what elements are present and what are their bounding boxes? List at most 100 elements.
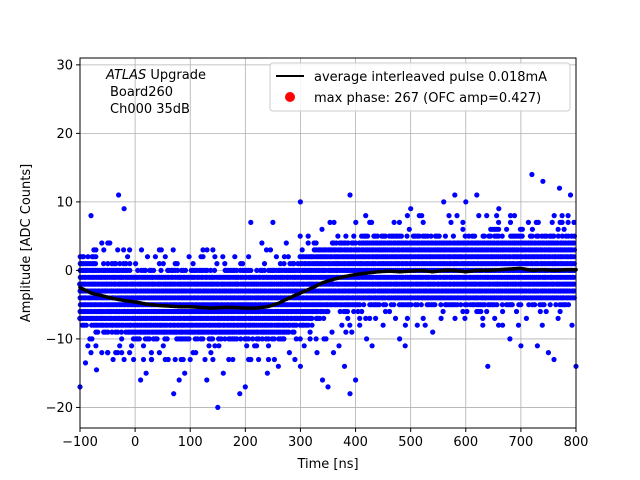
sample-point — [212, 254, 218, 260]
outlier-point — [567, 192, 574, 198]
sample-point — [404, 315, 410, 321]
sample-point — [83, 322, 89, 328]
outlier-point — [485, 363, 491, 369]
sample-point — [529, 233, 535, 239]
sample-point — [214, 261, 220, 267]
outlier-point — [286, 350, 292, 356]
sample-point — [494, 302, 500, 308]
sample-point — [495, 233, 502, 239]
sample-point — [374, 233, 380, 239]
sample-point — [571, 274, 577, 280]
sample-point — [160, 261, 166, 267]
sample-point — [351, 308, 357, 315]
sample-point — [353, 219, 359, 225]
sample-point — [286, 329, 292, 335]
annotation-channel: Ch000 35dB — [110, 102, 190, 117]
sample-point — [211, 267, 218, 273]
sample-point — [263, 247, 270, 253]
sample-point — [432, 302, 438, 308]
sample-point — [398, 233, 404, 239]
sample-point — [367, 315, 373, 321]
sample-point — [462, 315, 468, 321]
sample-point — [218, 336, 224, 342]
sample-point — [357, 302, 363, 308]
x-tick-label: 400 — [343, 435, 368, 450]
sample-point — [254, 267, 260, 273]
sample-point — [297, 336, 303, 342]
sample-point — [335, 233, 341, 239]
sample-point — [345, 315, 351, 321]
sample-point — [460, 308, 466, 315]
outlier-point — [259, 240, 265, 246]
y-tick-label: −10 — [46, 332, 73, 347]
sample-point — [571, 219, 577, 225]
sample-point — [254, 343, 260, 349]
sample-point — [93, 254, 99, 260]
sample-point — [450, 233, 456, 239]
sample-point — [248, 267, 254, 273]
annotation-atlas: ATLAS — [105, 68, 146, 83]
sample-point — [156, 261, 162, 267]
outlier-point — [474, 192, 480, 198]
sample-point — [499, 233, 505, 239]
sample-point — [462, 233, 468, 239]
sample-point — [460, 219, 466, 225]
sample-point — [571, 288, 577, 294]
sample-point — [206, 343, 212, 349]
sample-point — [541, 302, 547, 308]
sample-point — [408, 302, 414, 308]
outlier-point — [292, 356, 298, 363]
sample-point — [357, 315, 363, 321]
outlier-point — [121, 206, 127, 212]
sample-point — [81, 254, 87, 260]
sample-point — [482, 302, 488, 308]
sample-point — [553, 302, 559, 308]
sample-point — [507, 219, 514, 225]
sample-point — [373, 315, 379, 321]
outlier-point — [347, 391, 353, 397]
outlier-point — [297, 199, 303, 205]
outlier-point — [165, 356, 171, 363]
sample-point — [353, 240, 359, 246]
sample-point — [551, 233, 557, 239]
outlier-point — [171, 391, 177, 397]
sample-point — [138, 247, 145, 253]
sample-point — [571, 240, 577, 246]
sample-point — [265, 336, 272, 342]
sample-point — [118, 329, 124, 335]
sample-point — [144, 254, 151, 260]
sample-point — [174, 261, 180, 267]
x-tick-label: 200 — [233, 435, 258, 450]
sample-point — [321, 315, 327, 321]
sample-point — [133, 261, 139, 267]
sample-point — [180, 356, 186, 363]
sample-point — [301, 343, 307, 349]
sample-point — [511, 213, 518, 219]
sample-point — [129, 343, 135, 349]
sample-point — [436, 233, 442, 239]
sample-point — [559, 213, 565, 219]
sample-point — [313, 240, 319, 246]
sample-point — [293, 336, 299, 342]
outlier-point — [149, 356, 155, 363]
sample-point — [160, 343, 166, 349]
sample-point — [285, 254, 291, 260]
sample-point — [565, 213, 571, 219]
sample-point — [363, 315, 369, 321]
outlier-point — [441, 199, 447, 205]
sample-point — [210, 356, 216, 363]
y-axis-label: Amplitude [ADC Counts] — [19, 164, 34, 322]
sample-point — [565, 219, 571, 225]
outlier-point — [99, 315, 105, 321]
outlier-point — [369, 343, 375, 349]
sample-point — [351, 233, 357, 239]
y-tick-label: −20 — [46, 401, 73, 416]
outlier-point — [452, 192, 458, 198]
outlier-point — [105, 350, 111, 356]
sample-point — [569, 322, 575, 328]
sample-point — [186, 336, 192, 342]
sample-point — [555, 315, 561, 321]
sample-point — [402, 322, 408, 328]
outlier-point — [402, 343, 408, 349]
x-tick-label: 100 — [178, 435, 203, 450]
